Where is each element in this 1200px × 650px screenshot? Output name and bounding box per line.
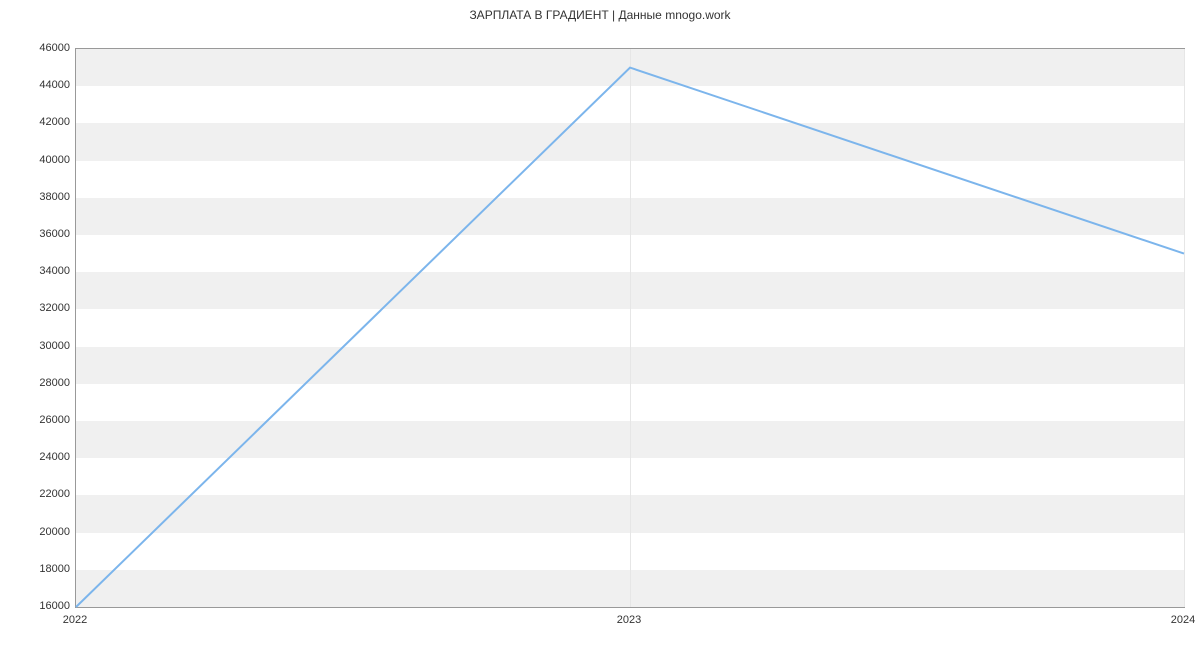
chart-title: ЗАРПЛАТА В ГРАДИЕНТ | Данные mnogo.work bbox=[0, 0, 1200, 26]
y-tick-label: 46000 bbox=[10, 42, 70, 54]
salary-chart: ЗАРПЛАТА В ГРАДИЕНТ | Данные mnogo.work … bbox=[0, 0, 1200, 650]
y-tick-label: 32000 bbox=[10, 302, 70, 314]
y-tick-label: 22000 bbox=[10, 488, 70, 500]
y-tick-label: 38000 bbox=[10, 191, 70, 203]
x-tick-label: 2023 bbox=[617, 614, 641, 626]
y-tick-label: 34000 bbox=[10, 265, 70, 277]
line-series bbox=[76, 49, 1184, 607]
y-tick-label: 28000 bbox=[10, 377, 70, 389]
y-tick-label: 16000 bbox=[10, 600, 70, 612]
y-tick-label: 26000 bbox=[10, 414, 70, 426]
y-tick-label: 44000 bbox=[10, 79, 70, 91]
y-tick-label: 30000 bbox=[10, 340, 70, 352]
y-tick-label: 20000 bbox=[10, 526, 70, 538]
x-gridline bbox=[1184, 49, 1185, 607]
x-tick-label: 2024 bbox=[1171, 614, 1195, 626]
y-tick-label: 40000 bbox=[10, 154, 70, 166]
plot-area bbox=[75, 48, 1185, 608]
y-tick-label: 24000 bbox=[10, 451, 70, 463]
y-tick-label: 18000 bbox=[10, 563, 70, 575]
y-tick-label: 36000 bbox=[10, 228, 70, 240]
x-tick-label: 2022 bbox=[63, 614, 87, 626]
y-tick-label: 42000 bbox=[10, 116, 70, 128]
